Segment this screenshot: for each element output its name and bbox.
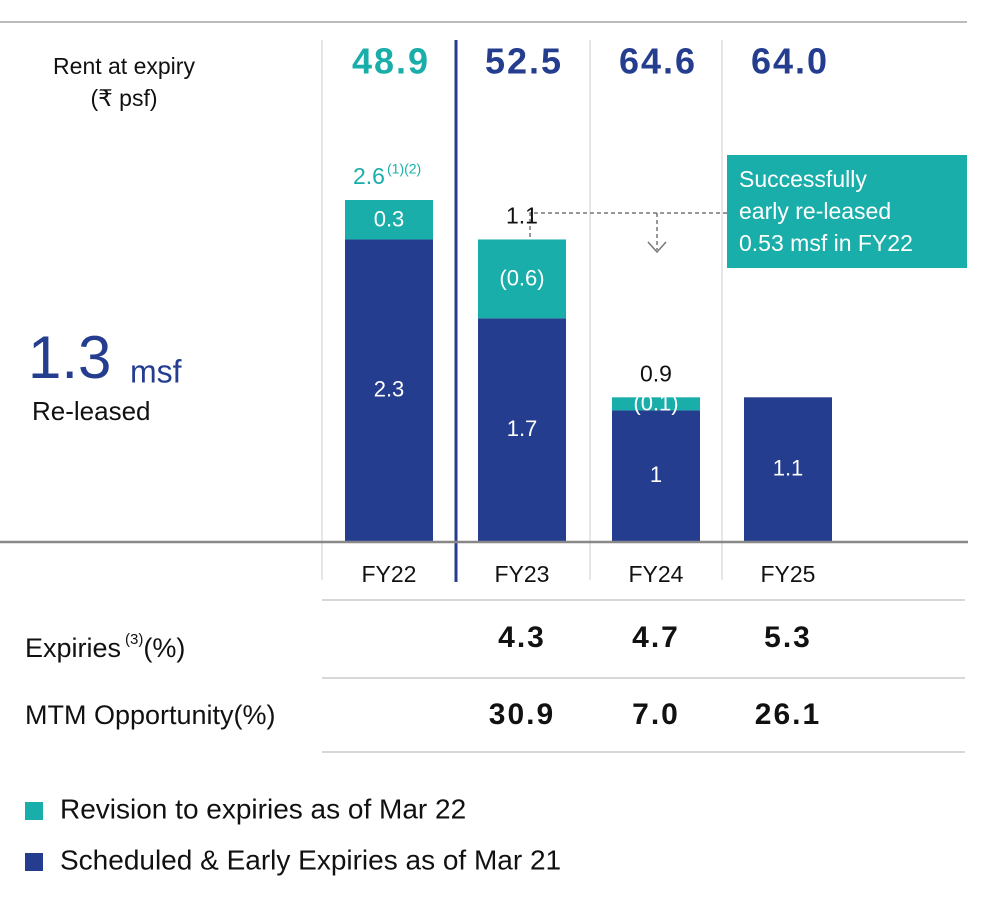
bar-segment xyxy=(345,239,433,542)
rent-value: 64.6 xyxy=(619,41,697,82)
bar-segment xyxy=(478,318,566,542)
legend-label: Scheduled & Early Expiries as of Mar 21 xyxy=(60,844,561,875)
bar-segment xyxy=(478,239,566,319)
footnote-ref: (3) xyxy=(125,631,143,648)
headline-label: Re-leased xyxy=(32,396,151,426)
rent-value: 48.9 xyxy=(352,41,430,82)
total-note: (1)(2) xyxy=(387,161,421,177)
annotation-text: Successfully xyxy=(739,166,867,192)
value-label: 1 xyxy=(650,462,662,487)
rent-value: 52.5 xyxy=(485,41,563,82)
total-label: 2.6 xyxy=(353,163,385,189)
row-label: Expiries (3)(%) xyxy=(25,631,185,663)
expiries-value: 5.3 xyxy=(764,621,812,654)
value-label: 2.3 xyxy=(374,377,405,402)
row-label: Rent at expiry xyxy=(53,53,195,79)
expiries-value: 4.7 xyxy=(632,621,680,654)
value-label: (0.6) xyxy=(499,266,544,291)
mtm-value: 30.9 xyxy=(489,698,555,731)
row-label: MTM Opportunity(%) xyxy=(25,700,276,730)
total-label: 1.1 xyxy=(506,203,538,229)
row-label: (₹ psf) xyxy=(90,85,157,111)
x-tick-label: FY25 xyxy=(761,561,816,587)
value-label: 1.1 xyxy=(773,455,804,480)
value-label: 1.7 xyxy=(507,416,538,441)
mtm-value: 7.0 xyxy=(632,698,680,731)
bar-segment xyxy=(612,397,700,411)
annotation-box xyxy=(727,155,967,268)
x-tick-label: FY23 xyxy=(495,561,550,587)
expiries-value: 4.3 xyxy=(498,621,546,654)
rent-value: 64.0 xyxy=(751,41,829,82)
legend-swatch xyxy=(25,802,43,820)
x-tick-label: FY22 xyxy=(362,561,417,587)
legend-label: Revision to expiries as of Mar 22 xyxy=(60,793,466,824)
annotation-text: 0.53 msf in FY22 xyxy=(739,230,913,256)
value-label: 0.3 xyxy=(374,207,405,232)
annotation-text: early re-leased xyxy=(739,198,891,224)
row-label-text: Expiries xyxy=(25,633,121,663)
headline-unit: msf xyxy=(130,353,182,389)
bar-segment xyxy=(345,200,433,240)
value-label: (0.1) xyxy=(633,391,678,416)
x-tick-label: FY24 xyxy=(629,561,684,587)
row-unit: (%) xyxy=(143,633,185,663)
total-label: 0.9 xyxy=(640,360,672,386)
headline-value: 1.3 xyxy=(28,324,111,391)
legend-swatch xyxy=(25,853,43,871)
bar-segment xyxy=(744,397,832,542)
mtm-value: 26.1 xyxy=(755,698,821,731)
bar-segment xyxy=(612,410,700,542)
